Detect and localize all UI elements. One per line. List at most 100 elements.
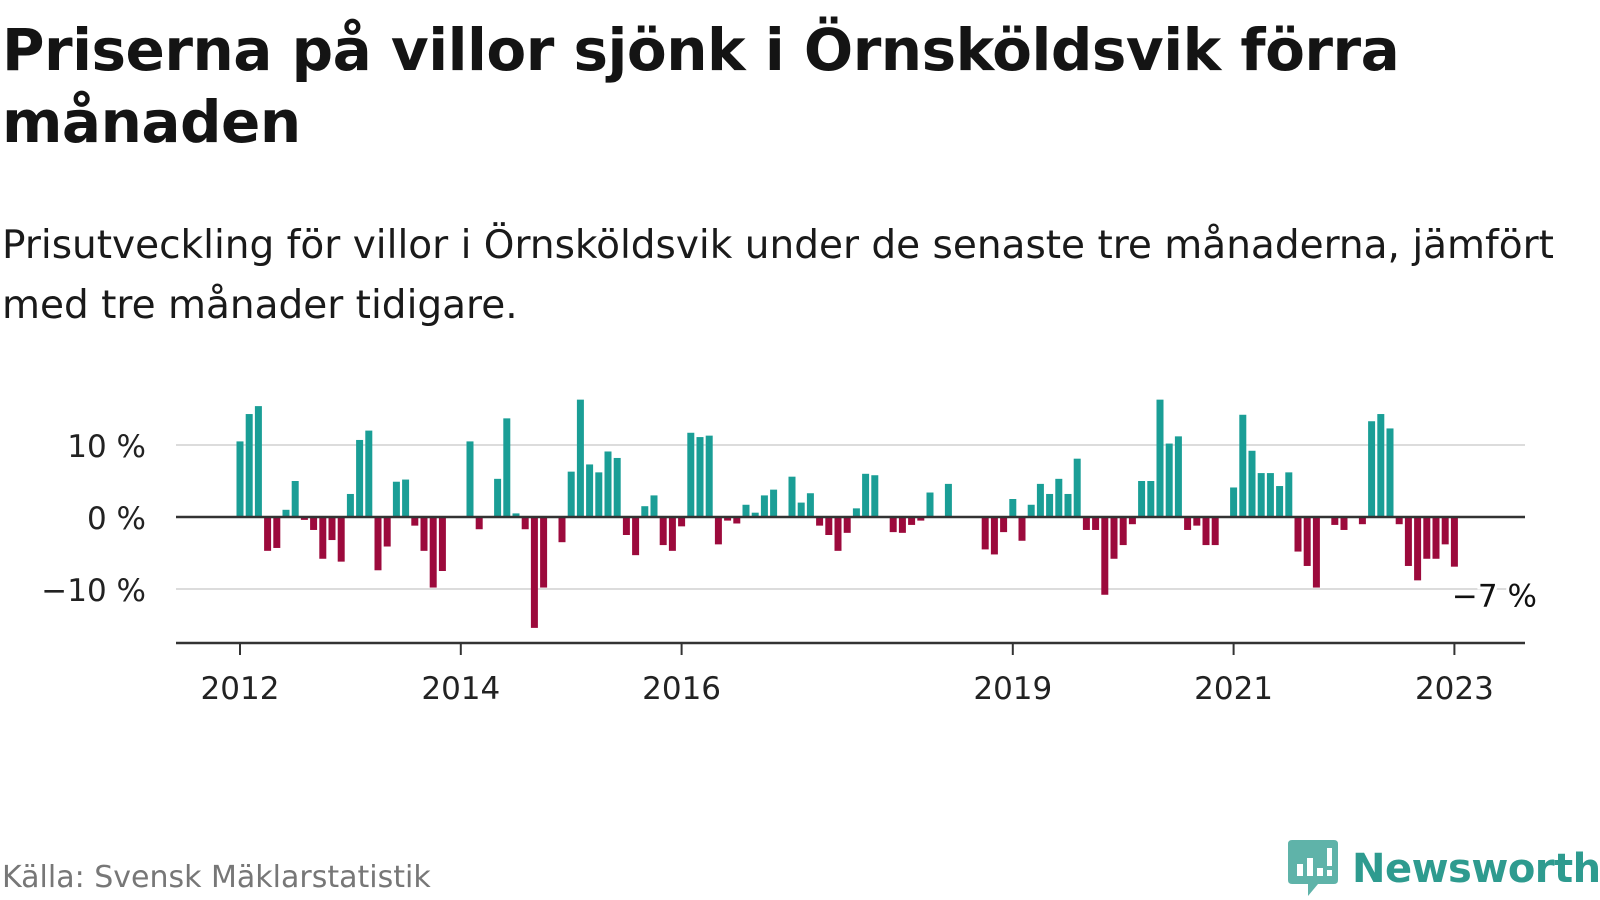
bar	[1110, 517, 1118, 559]
bar	[1128, 517, 1136, 525]
bar	[1156, 399, 1164, 517]
bar	[871, 475, 879, 517]
bar	[337, 517, 345, 562]
bar	[420, 517, 428, 551]
bar	[981, 517, 989, 550]
bar	[917, 517, 925, 521]
bar	[374, 517, 382, 571]
bar	[236, 441, 244, 517]
last-value-label: −7 %	[1452, 579, 1537, 615]
bar	[760, 495, 768, 517]
bar	[558, 517, 566, 543]
bar	[273, 517, 281, 548]
x-tick-label: 2021	[1194, 671, 1273, 707]
bar	[530, 517, 538, 628]
bar	[1147, 481, 1155, 517]
bar	[466, 441, 474, 517]
bar	[1404, 517, 1412, 566]
bar	[1248, 450, 1256, 517]
bar	[512, 513, 520, 517]
bar	[503, 418, 511, 517]
bar	[429, 517, 437, 588]
x-tick-label: 2023	[1415, 671, 1494, 707]
bar	[889, 517, 897, 533]
bar	[816, 517, 824, 526]
chart-subtitle: Prisutveckling för villor i Örnsköldsvik…	[2, 223, 1554, 328]
bar	[1009, 499, 1017, 517]
bar	[521, 517, 529, 530]
bar	[1386, 428, 1394, 517]
bar	[908, 517, 916, 525]
bar	[1450, 517, 1458, 567]
bar	[1340, 517, 1348, 530]
bar	[604, 451, 612, 517]
bar	[1027, 504, 1035, 517]
bar	[990, 517, 998, 555]
bar	[319, 517, 327, 559]
bar	[1055, 478, 1063, 517]
bar	[770, 489, 778, 517]
bar	[843, 517, 851, 533]
bar	[1230, 487, 1238, 517]
bar	[1239, 414, 1247, 517]
bar	[659, 517, 667, 546]
axes	[176, 515, 1525, 655]
annotations: −7 %−7 %	[1449, 576, 1540, 618]
bar-chart: 10 % 0 % −10 % 2012 2014 2016 2019 2021 2023 −7…	[41, 399, 1540, 707]
bar	[944, 483, 952, 517]
bars	[236, 399, 1458, 628]
bar	[1285, 472, 1293, 517]
y-tick-label: 0 %	[87, 501, 146, 537]
bar	[586, 464, 594, 517]
bar	[1101, 517, 1109, 595]
x-axis-labels: 2012 2014 2016 2019 2021 2023	[201, 671, 1494, 707]
bar	[613, 457, 621, 517]
x-tick-label: 2012	[201, 671, 280, 707]
bar	[383, 517, 391, 547]
bar	[567, 471, 575, 517]
x-tick-label: 2016	[642, 671, 721, 707]
bar	[254, 406, 262, 517]
gridlines	[176, 444, 1525, 590]
bar	[1174, 436, 1182, 517]
bar	[1257, 473, 1265, 517]
bar	[402, 479, 410, 517]
bar	[328, 517, 336, 541]
bar	[1165, 443, 1173, 517]
bar	[696, 437, 704, 517]
bar	[300, 517, 308, 520]
bar	[622, 517, 630, 535]
y-tick-label: 10 %	[67, 429, 146, 465]
bar	[1000, 517, 1008, 533]
bar	[1303, 517, 1311, 566]
bar	[898, 517, 906, 533]
bar	[788, 476, 796, 517]
bar	[668, 517, 676, 551]
bar	[825, 517, 833, 535]
bar	[834, 517, 842, 551]
bar	[1036, 483, 1044, 517]
bar	[1368, 421, 1376, 517]
bar	[862, 473, 870, 517]
x-tick-label: 2019	[973, 671, 1052, 707]
bar	[641, 506, 649, 517]
bar	[1377, 414, 1385, 517]
chart-title: Priserna på villor sjönk i Örnsköldsvik …	[2, 16, 1400, 156]
bar	[540, 517, 548, 588]
bar	[310, 517, 318, 530]
bar	[595, 472, 603, 517]
bar	[346, 493, 354, 517]
bar	[1358, 517, 1366, 525]
newsworthy-logo-icon	[1288, 840, 1338, 896]
bar	[714, 517, 722, 545]
y-axis-labels: 10 % 0 % −10 %	[41, 429, 146, 609]
bar	[1266, 473, 1274, 517]
bar	[494, 478, 502, 517]
x-tick-label: 2014	[421, 671, 500, 707]
bar	[356, 439, 364, 517]
brand-logo[interactable]: Newsworthy	[1288, 840, 1600, 898]
bar	[245, 414, 253, 517]
bar	[1184, 517, 1192, 530]
bar	[1432, 517, 1440, 559]
bar	[733, 517, 741, 524]
